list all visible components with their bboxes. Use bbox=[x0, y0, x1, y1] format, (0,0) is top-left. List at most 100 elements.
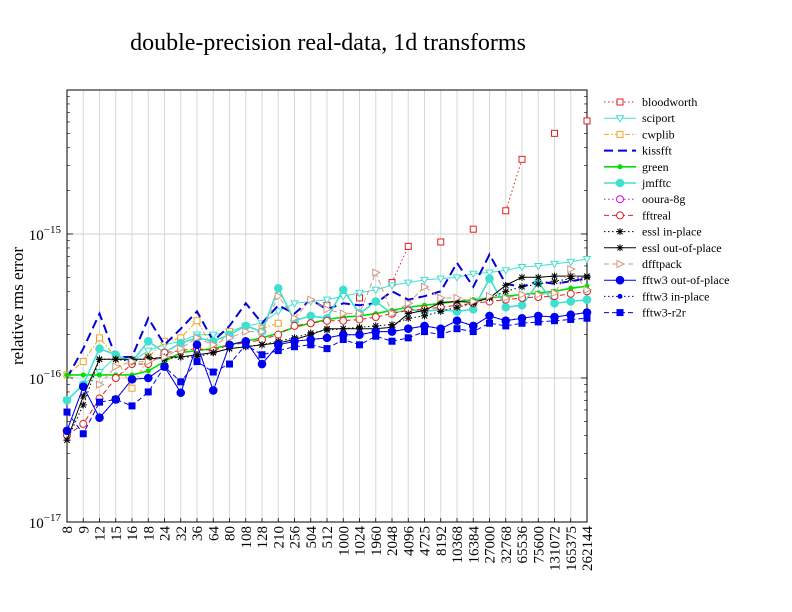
data-point bbox=[388, 337, 396, 345]
data-point bbox=[485, 269, 494, 278]
data-point bbox=[583, 117, 591, 125]
series-kissfft bbox=[66, 252, 588, 379]
x-tick-label: 24 bbox=[158, 526, 174, 542]
data-point bbox=[96, 380, 105, 389]
data-point bbox=[80, 372, 86, 378]
series-line bbox=[391, 246, 409, 283]
legend-item: kissfft bbox=[604, 144, 672, 158]
data-point bbox=[486, 291, 495, 301]
data-point bbox=[273, 283, 283, 293]
data-point bbox=[194, 342, 200, 348]
data-point bbox=[259, 361, 265, 367]
data-point bbox=[583, 314, 591, 322]
data-point bbox=[616, 98, 624, 106]
data-point bbox=[161, 352, 170, 362]
data-point bbox=[80, 384, 86, 390]
data-point bbox=[584, 310, 590, 316]
x-axis: 8 9 12 15 16 18 24 32 36 64 80 108 128 210 256 504 512 10… bbox=[60, 518, 596, 571]
data-point bbox=[290, 321, 299, 330]
data-point bbox=[470, 323, 476, 329]
data-point bbox=[502, 281, 510, 289]
data-point bbox=[421, 328, 428, 336]
data-point bbox=[274, 319, 282, 327]
x-tick-label: 32768 bbox=[499, 526, 515, 564]
legend-item: fftw3-r2r bbox=[604, 306, 686, 320]
data-point bbox=[258, 327, 268, 336]
data-point bbox=[404, 314, 412, 322]
x-tick-label: 128 bbox=[255, 526, 271, 549]
data-point bbox=[404, 334, 412, 342]
legend-item: green bbox=[604, 160, 669, 174]
data-point bbox=[323, 304, 333, 314]
data-point bbox=[258, 341, 266, 349]
legend-item: cwplib bbox=[604, 127, 675, 141]
legend-item: ooura-8g bbox=[604, 192, 685, 206]
data-point bbox=[582, 295, 592, 304]
data-point bbox=[616, 130, 624, 138]
legend-item: essl in-place bbox=[604, 225, 702, 239]
legend-label: fftw3-r2r bbox=[642, 306, 686, 320]
series-line bbox=[66, 290, 588, 436]
x-tick-label: 262144 bbox=[580, 526, 596, 572]
data-point bbox=[96, 355, 103, 363]
data-point bbox=[583, 272, 591, 280]
data-point bbox=[616, 195, 624, 204]
data-point bbox=[274, 330, 283, 339]
data-point bbox=[322, 296, 332, 305]
legend-item: dfftpack bbox=[604, 257, 682, 271]
data-point bbox=[517, 300, 527, 310]
data-point bbox=[469, 328, 477, 336]
data-point bbox=[143, 347, 153, 356]
data-point bbox=[437, 307, 445, 315]
data-point bbox=[97, 415, 102, 421]
legend-item: essl out-of-place bbox=[604, 241, 722, 255]
data-point bbox=[486, 319, 493, 327]
data-point bbox=[111, 374, 120, 382]
data-point bbox=[306, 311, 316, 321]
data-point bbox=[502, 322, 510, 330]
data-point bbox=[468, 270, 478, 279]
data-point bbox=[567, 264, 576, 274]
x-tick-label: 36 bbox=[190, 526, 206, 542]
data-point bbox=[79, 392, 87, 400]
data-point bbox=[193, 358, 201, 366]
data-point bbox=[145, 368, 151, 374]
data-point bbox=[568, 285, 574, 291]
data-point bbox=[129, 376, 135, 382]
data-point bbox=[437, 331, 445, 339]
data-point bbox=[615, 115, 625, 123]
data-point bbox=[177, 353, 185, 361]
data-point bbox=[518, 283, 526, 291]
data-point bbox=[550, 299, 559, 308]
legend-label: kissfft bbox=[642, 144, 672, 158]
data-point bbox=[177, 378, 185, 386]
data-point bbox=[144, 357, 154, 366]
data-point bbox=[112, 395, 120, 403]
data-point bbox=[518, 155, 526, 163]
data-point bbox=[275, 342, 281, 348]
x-tick-label: 75600 bbox=[531, 526, 547, 564]
data-point bbox=[145, 375, 151, 381]
data-point bbox=[323, 325, 331, 333]
x-tick-label: 8192 bbox=[434, 526, 450, 556]
data-point bbox=[178, 390, 184, 396]
data-point bbox=[323, 345, 331, 353]
data-point bbox=[291, 343, 298, 351]
x-tick-label: 15 bbox=[109, 526, 125, 541]
legend-item: jmfftc bbox=[604, 176, 671, 190]
series-line bbox=[505, 159, 523, 211]
data-point bbox=[582, 256, 592, 264]
data-point bbox=[193, 351, 201, 359]
data-point bbox=[62, 396, 72, 405]
y-tick-label: 10−16 bbox=[29, 368, 62, 388]
legend-item: fftw3 in-place bbox=[604, 289, 709, 303]
legend-label: dfftpack bbox=[642, 257, 682, 271]
data-point bbox=[79, 358, 87, 366]
x-tick-label: 65536 bbox=[515, 526, 531, 564]
data-point bbox=[339, 316, 348, 325]
data-point bbox=[551, 129, 558, 137]
data-point bbox=[469, 297, 479, 306]
x-tick-label: 16384 bbox=[466, 526, 482, 564]
data-point bbox=[193, 333, 203, 343]
